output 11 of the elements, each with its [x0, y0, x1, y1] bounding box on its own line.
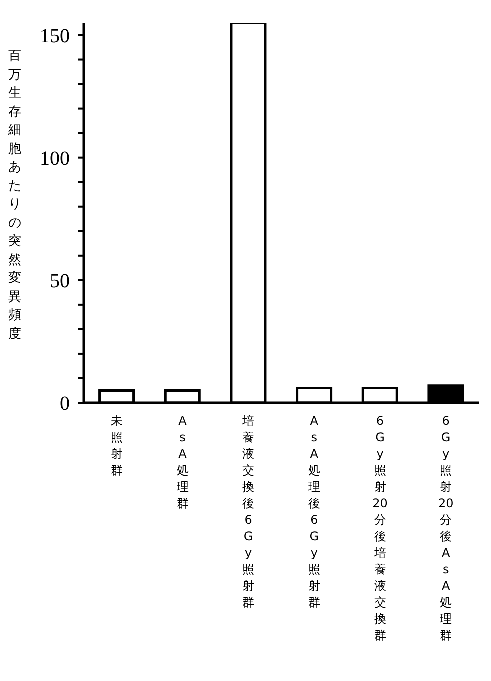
y-tick-label: 150	[40, 25, 70, 48]
category-label: 培養液交換後6Gy照射群	[242, 414, 255, 610]
x-tick-label: 未照射群	[110, 414, 123, 478]
text: 百万生存細胞あたりの突然変異頻度	[8, 49, 22, 342]
y-tick-label: 100	[40, 148, 70, 170]
y-tick-label: 50	[50, 270, 70, 292]
category-label: 6Gy照射20分後AsA処理群	[438, 414, 454, 642]
category-label: AsA処理後6Gy照射群	[308, 414, 320, 610]
y-tick-label: 0	[60, 393, 70, 415]
category-label: 6Gy照射20分後培養液交換群	[372, 414, 388, 642]
x-tick-label: AsA処理群	[176, 414, 189, 510]
